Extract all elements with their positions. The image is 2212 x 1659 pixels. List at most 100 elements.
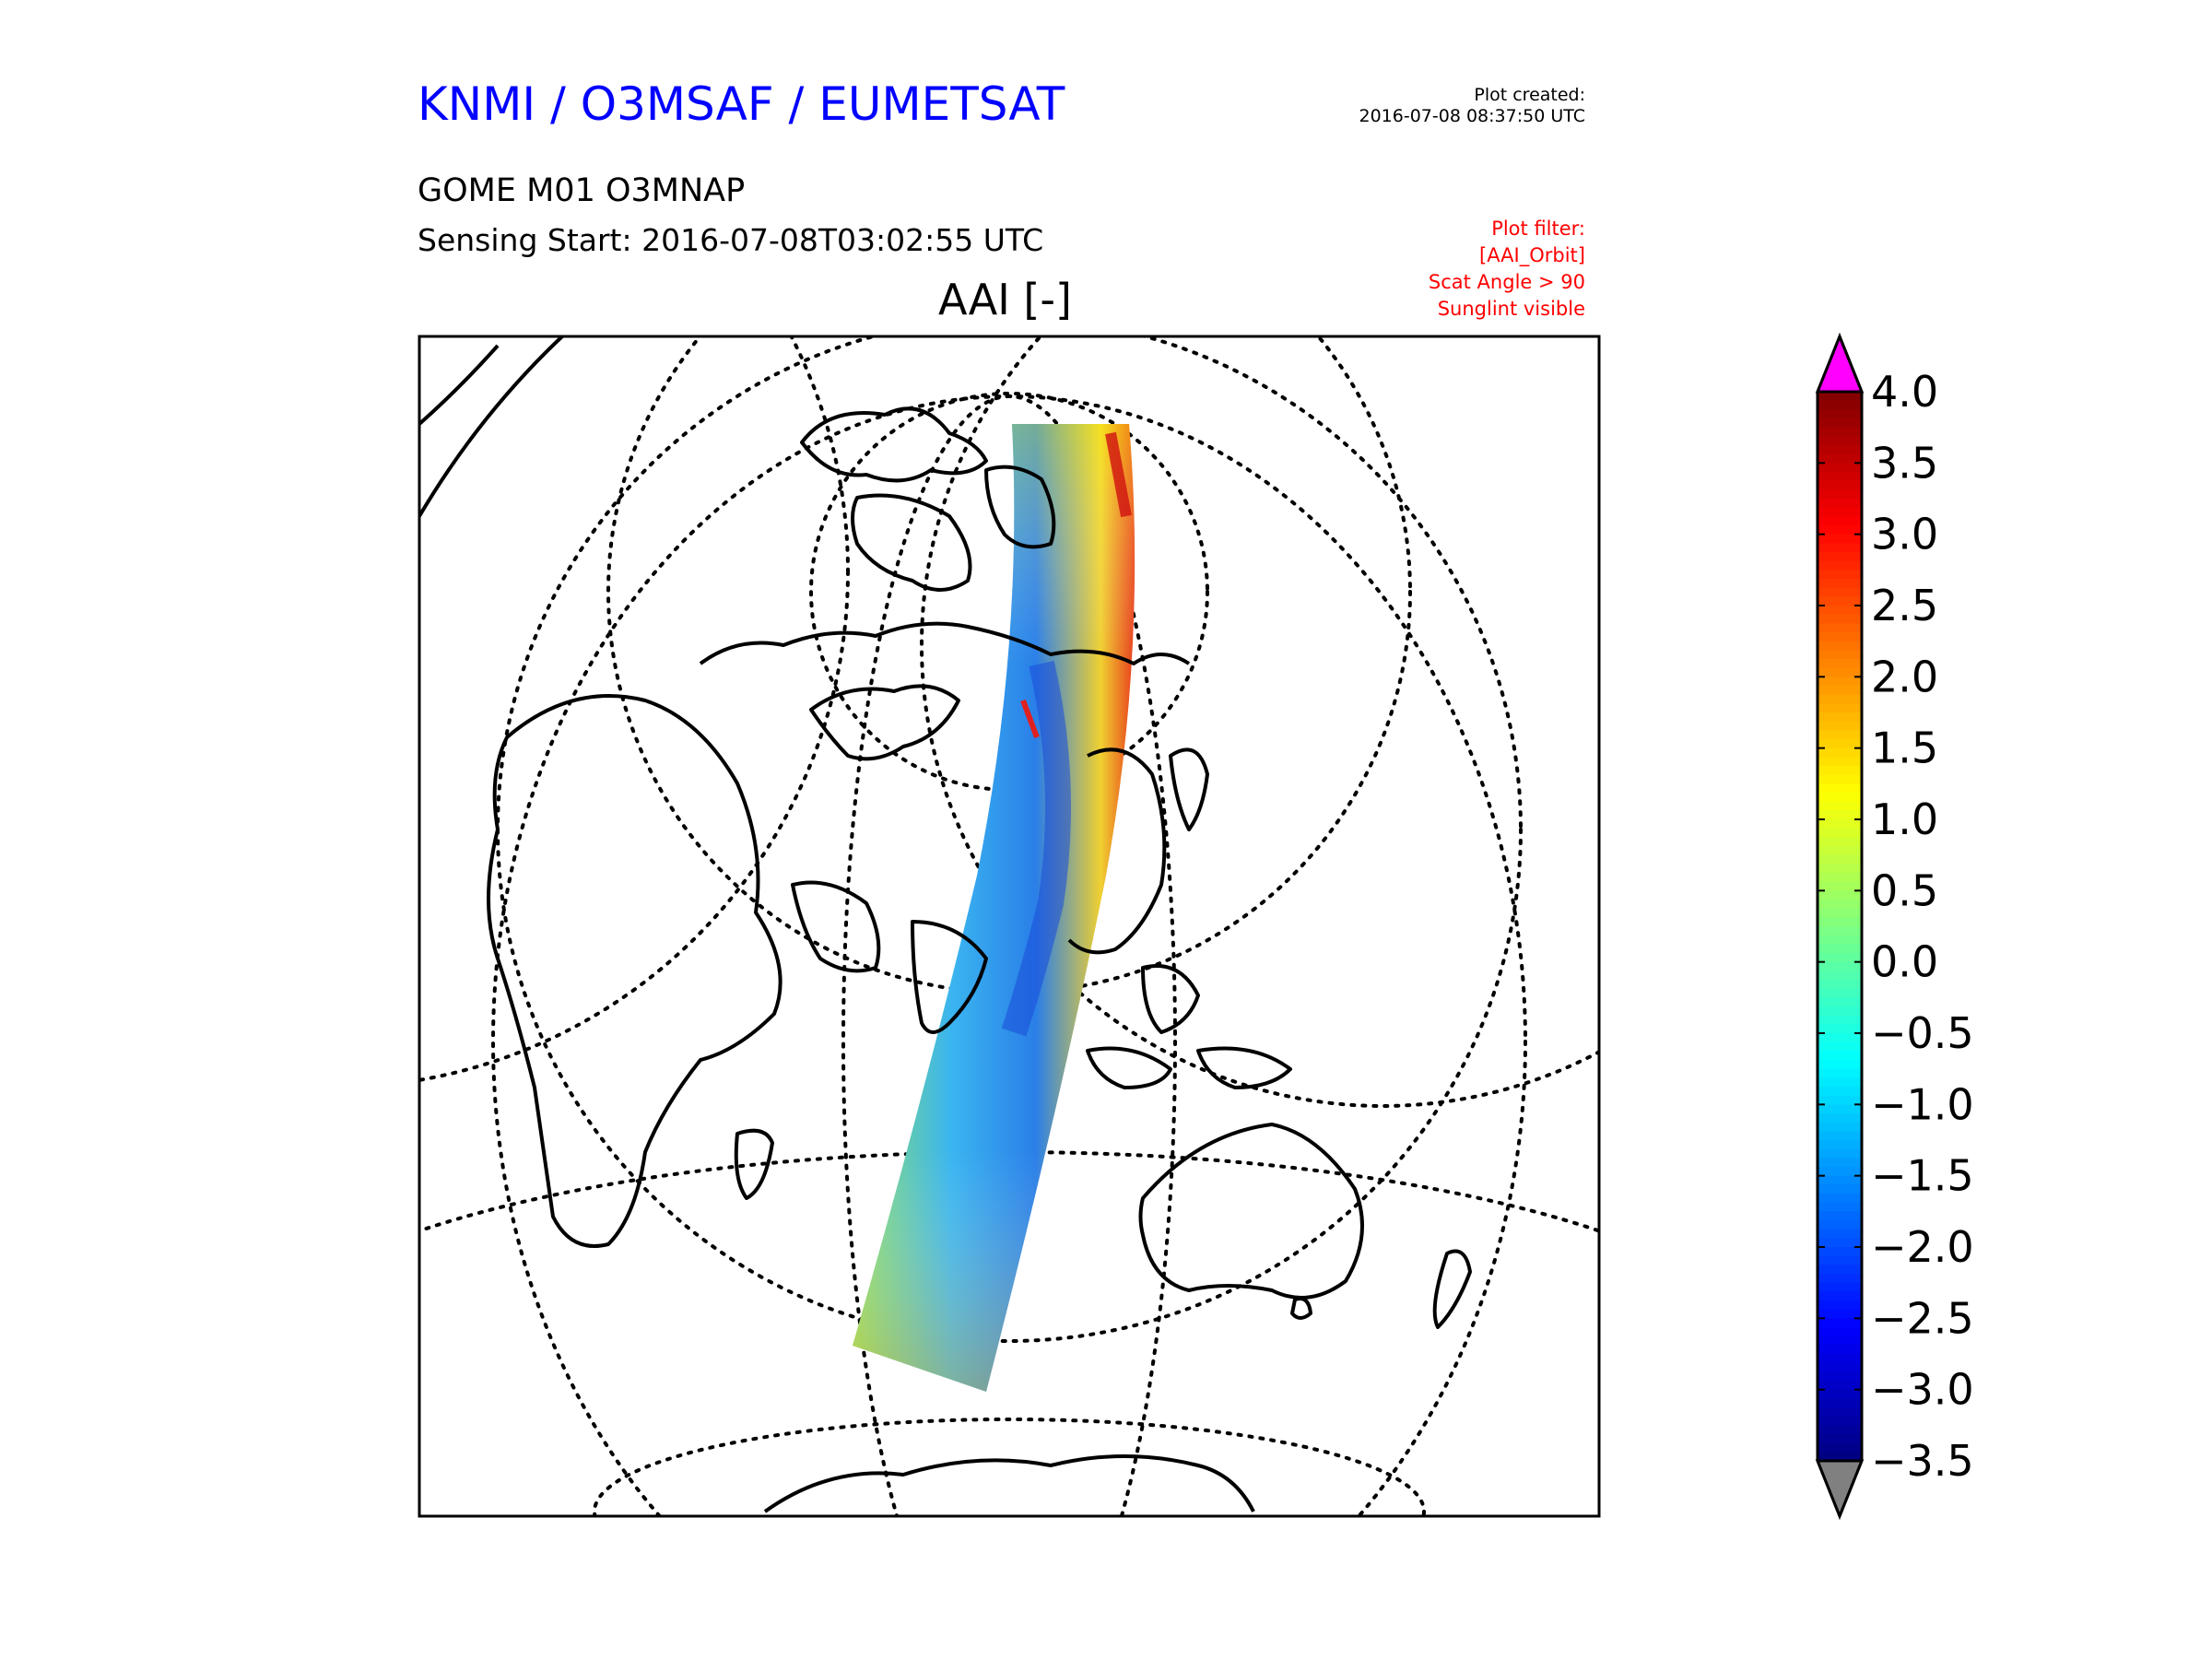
colorbar-tick-label: 3.0 (1871, 510, 1938, 559)
colorbar-segment (1818, 1327, 1862, 1337)
coastline (791, 880, 881, 973)
colorbar-segment (1818, 1211, 1862, 1221)
coastline (487, 694, 782, 1248)
colorbar-segment (1818, 1148, 1862, 1159)
colorbar-segment (1818, 516, 1862, 526)
colorbar-under-arrow (1815, 1459, 1865, 1521)
colorbar-segment (1818, 1041, 1862, 1052)
colorbar-segment (1818, 596, 1862, 606)
coastline (763, 1454, 1255, 1513)
colorbar-segment (1818, 1345, 1862, 1355)
colorbar-tick-label: −2.5 (1871, 1293, 1974, 1343)
colorbar-segment (1818, 1202, 1862, 1212)
colorbar-segment (1818, 1309, 1862, 1319)
colorbar-tick-label: 0.0 (1871, 937, 1938, 987)
colorbar-ticks: 4.0 3.5 3.0 2.5 2.0 1.5 1.0 0.5 0.0 −0.5 −1.0 −1.5 −… (1818, 367, 1974, 1486)
meridian-circle (419, 336, 850, 1082)
colorbar-segment (1818, 1131, 1862, 1141)
colorbar-segment (1818, 570, 1862, 580)
colorbar-segment (1818, 1434, 1862, 1444)
colorbar-tick-label: −3.0 (1871, 1365, 1974, 1415)
colorbar-segment (1818, 1060, 1862, 1070)
colorbar-tick-label: −3.5 (1871, 1436, 1974, 1486)
colorbar-segment (1818, 944, 1862, 954)
colorbar-segment (1818, 828, 1862, 838)
map-title: AAI [-] (938, 275, 1072, 324)
colorbar-segment (1818, 1442, 1862, 1453)
colorbar-segment (1818, 1389, 1862, 1399)
colorbar-segment (1818, 774, 1862, 784)
colorbar-segment (1818, 1175, 1862, 1185)
colorbar-segment (1818, 659, 1862, 669)
colorbar-segment (1818, 1416, 1862, 1426)
colorbar-segment (1818, 1354, 1862, 1364)
colorbar-segment (1818, 1140, 1862, 1150)
colorbar-segment (1818, 1255, 1862, 1265)
colorbar-segment (1818, 900, 1862, 910)
colorbar-segment (1818, 1398, 1862, 1408)
colorbar-segment (1818, 854, 1862, 865)
colorbar-segment (1818, 632, 1862, 642)
colorbar-segment (1818, 1077, 1862, 1088)
colorbar-segment (1818, 730, 1862, 740)
coastline (851, 493, 972, 592)
plot-created-label: Plot created: (1474, 85, 1585, 105)
colorbar-segment (1818, 1371, 1862, 1382)
colorbar-segment (1818, 747, 1862, 758)
colorbar-segment (1818, 641, 1862, 651)
colorbar-segment (1818, 1095, 1862, 1105)
colorbar-segment (1818, 810, 1862, 820)
colorbar-segment (1818, 1452, 1862, 1462)
colorbar-segment (1818, 552, 1862, 562)
colorbar-tick-label: −2.0 (1871, 1222, 1974, 1272)
colorbar-segment (1818, 667, 1862, 677)
colorbar-segment (1818, 614, 1862, 624)
map-frame (418, 335, 1601, 1518)
colorbar-segment (1818, 864, 1862, 874)
colorbar-segment (1818, 783, 1862, 794)
colorbar-segment (1818, 988, 1862, 998)
colorbar-segment (1818, 739, 1862, 749)
colorbar-tick-label: 3.5 (1871, 438, 1938, 488)
colorbar: 4.0 3.5 3.0 2.5 2.0 1.5 1.0 0.5 0.0 −0.5 −1.0 −1.5 −… (1815, 332, 1974, 1521)
colorbar-segment (1818, 1318, 1862, 1328)
coastline (699, 621, 1191, 665)
filter-line: Sunglint visible (1437, 298, 1585, 320)
colorbar-segment (1818, 917, 1862, 927)
colorbar-segment (1818, 980, 1862, 990)
colorbar-segment (1818, 418, 1862, 429)
product-name: GOME M01 O3MNAP (418, 172, 746, 209)
colorbar-segment (1818, 890, 1862, 900)
colorbar-segment (1818, 846, 1862, 856)
colorbar-segment (1818, 1238, 1862, 1248)
colorbar-segment (1818, 409, 1862, 419)
colorbar-segment (1818, 579, 1862, 589)
colorbar-segment (1818, 1229, 1862, 1239)
colorbar-segment (1818, 935, 1862, 945)
coastline (1067, 747, 1167, 955)
colorbar-segment (1818, 997, 1862, 1007)
colorbar-segment (1818, 677, 1862, 687)
colorbar-segment (1818, 587, 1862, 597)
colorbar-segment (1818, 1247, 1862, 1257)
colorbar-segment (1818, 1220, 1862, 1230)
colorbar-segment (1818, 472, 1862, 482)
colorbar-tick-label: −1.5 (1871, 1151, 1974, 1201)
colorbar-over-arrow (1815, 332, 1865, 394)
organization-title: KNMI / O3MSAF / EUMETSAT (418, 77, 1065, 131)
colorbar-segment (1818, 392, 1862, 402)
coastline (1196, 1046, 1292, 1089)
colorbar-segment (1818, 819, 1862, 830)
colorbar-tick-label: 0.5 (1871, 865, 1938, 915)
coastline (984, 465, 1056, 549)
colorbar-segment (1818, 686, 1862, 696)
colorbar-segment (1818, 1015, 1862, 1025)
colorbar-segment (1818, 873, 1862, 883)
colorbar-segment (1818, 1300, 1862, 1311)
colorbar-segment (1818, 1335, 1862, 1346)
colorbar-segment (1818, 507, 1862, 517)
colorbar-segment (1818, 721, 1862, 731)
map-area (419, 336, 1599, 1516)
colorbar-segment (1818, 1024, 1862, 1034)
colorbar-segment (1818, 1425, 1862, 1435)
